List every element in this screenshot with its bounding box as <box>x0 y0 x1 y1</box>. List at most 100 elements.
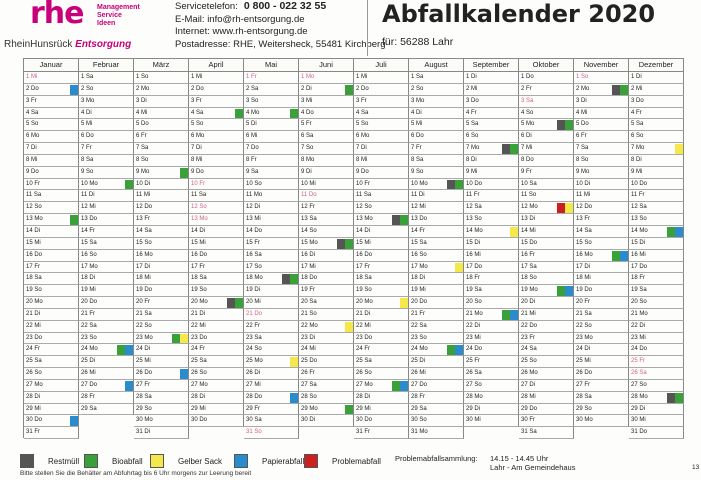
day-cell: 22 So <box>134 320 189 333</box>
day-label: 30 Sa <box>246 417 262 424</box>
day-label: 31 So <box>246 429 262 436</box>
day-cell: 14 Fr <box>409 225 464 238</box>
day-cell: 17 So <box>244 261 299 274</box>
day-label: 19 Mi <box>81 287 96 294</box>
day-label: 28 Fr <box>81 393 96 400</box>
day-label: 14 Sa <box>136 227 152 234</box>
day-label: 27 Mi <box>246 381 261 388</box>
day-cell: 11 Fr <box>464 190 519 203</box>
email: E-Mail: info@rh-entsorgung.de <box>175 13 305 25</box>
day-label: 13 Di <box>521 216 536 223</box>
day-cell: 20 Mo <box>354 297 409 309</box>
blue-collection-marker <box>565 286 573 297</box>
day-label: 29 Di <box>466 405 481 412</box>
day-label: 28 Sa <box>576 393 592 400</box>
day-label: 7 Fr <box>411 145 422 152</box>
day-cell: 14 So <box>299 225 354 238</box>
day-cell: 11 Mo <box>244 190 299 203</box>
day-cell: 30 Do <box>189 415 244 428</box>
day-label: 13 Mo <box>191 216 208 223</box>
day-label: 24 Do <box>466 346 483 353</box>
day-label: 24 Di <box>576 346 591 353</box>
green-collection-marker <box>345 404 353 415</box>
day-label: 12 So <box>191 204 207 211</box>
day-cell: 23 Mo <box>574 332 629 345</box>
day-label: 14 Mo <box>631 227 648 234</box>
day-cell: 5 So <box>354 119 409 132</box>
day-label: 2 Mo <box>136 85 150 92</box>
black-collection-marker <box>282 274 290 285</box>
day-cell: 5 Mo <box>519 119 574 132</box>
day-label: 29 So <box>576 405 592 412</box>
day-label: 1 Mi <box>356 74 368 80</box>
day-label: 11 Fr <box>631 192 645 199</box>
day-label: 19 Di <box>246 287 261 294</box>
day-cell: 16 Fr <box>519 249 574 262</box>
day-label: 9 Mo <box>136 168 150 175</box>
day-label: 4 Fr <box>466 109 477 116</box>
day-cell: 13 So <box>464 214 519 226</box>
day-cell: 17 Di <box>134 261 189 274</box>
day-label: 21 Mi <box>521 310 536 317</box>
day-label: 14 Fr <box>81 227 96 234</box>
day-cell: 25 Sa <box>24 356 79 369</box>
day-label: 26 Mi <box>81 370 96 377</box>
day-label: 19 Sa <box>631 287 647 294</box>
day-cell: 3 Fr <box>24 95 79 108</box>
day-cell: 31 Fr <box>354 427 409 440</box>
yellow-collection-marker <box>180 333 188 344</box>
day-cell: 24 Di <box>574 344 629 357</box>
day-cell: 13 Mo <box>24 214 79 226</box>
day-label: 2 Do <box>26 85 39 92</box>
day-cell: 4 Mi <box>574 107 629 120</box>
day-cell: 1 Mi <box>189 72 244 84</box>
day-label: 2 Di <box>301 85 312 92</box>
day-label: 16 Mi <box>631 251 646 258</box>
day-label: 20 Do <box>411 299 428 306</box>
day-label: 24 Mo <box>81 346 98 353</box>
day-cell: 14 Di <box>354 225 409 238</box>
day-cell: 1 So <box>134 72 189 84</box>
day-label: 17 Fr <box>191 263 206 270</box>
day-label: 11 Di <box>81 192 95 199</box>
day-label: 6 Mi <box>246 133 258 140</box>
day-label: 29 Fr <box>246 405 261 412</box>
green-collection-marker <box>290 274 298 285</box>
day-label: 11 Fr <box>466 192 480 199</box>
day-cell: 12 Do <box>134 202 189 215</box>
day-cell: 10 Mo <box>79 178 134 191</box>
day-label: 17 So <box>246 263 262 270</box>
day-cell: 30 Fr <box>519 415 574 428</box>
day-cell: 3 Do <box>629 95 684 108</box>
month-column: April 1 Mi 2 Do 3 Fr 4 Sa 5 So 6 Mo 7 Di 8 Mi 9 D… <box>189 59 244 428</box>
day-cell: 26 Mo <box>519 368 574 380</box>
day-label: 9 Do <box>26 168 39 175</box>
day-label: 6 Sa <box>301 133 314 140</box>
day-label: 18 Sa <box>26 275 42 282</box>
day-cell: 1 Mo <box>299 72 354 84</box>
day-label: 12 Sa <box>466 204 482 211</box>
day-cell: 17 Do <box>629 261 684 274</box>
day-label: 13 Fr <box>576 216 591 223</box>
day-label: 21 Mo <box>466 310 483 317</box>
legend-item-green: Bioabfall <box>84 454 143 468</box>
day-label: 19 Do <box>576 287 593 294</box>
day-label: 4 Sa <box>26 109 39 116</box>
day-cell: 9 Mi <box>464 166 519 179</box>
black-collection-marker <box>227 298 235 308</box>
day-cell: 24 Mo <box>409 344 464 357</box>
yellow-collection-marker <box>675 144 683 154</box>
day-cell: 6 So <box>464 131 519 144</box>
day-cell: 20 Do <box>409 297 464 309</box>
day-cell: 13 Mi <box>244 214 299 226</box>
day-label: 11 Mo <box>246 192 263 199</box>
day-label: 18 Sa <box>191 275 207 282</box>
day-cell: 30 So <box>409 415 464 428</box>
day-label: 21 Sa <box>136 310 152 317</box>
day-cell: 21 Mi <box>519 308 574 321</box>
day-label: 24 Mi <box>301 346 316 353</box>
day-label: 21 Sa <box>576 310 592 317</box>
day-label: 7 Di <box>191 145 202 152</box>
day-cell: 23 Fr <box>519 332 574 345</box>
day-cell: 4 Di <box>409 107 464 120</box>
